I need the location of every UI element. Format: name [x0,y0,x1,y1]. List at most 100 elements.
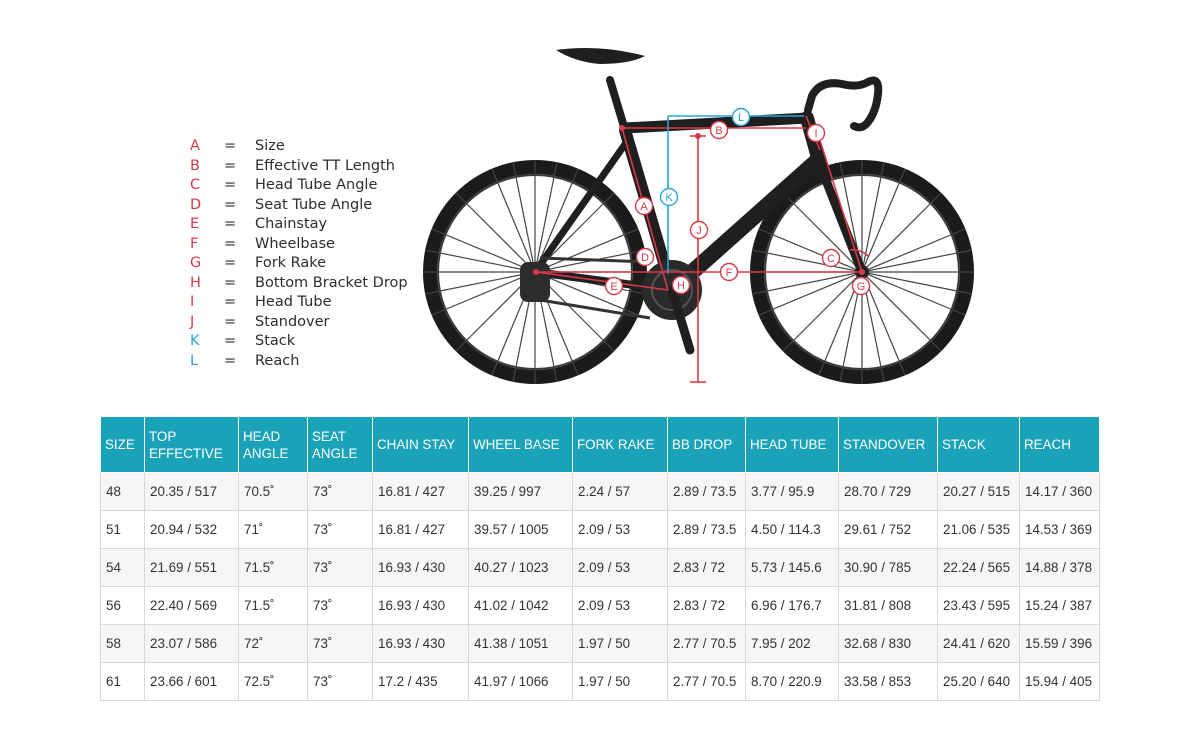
column-header-fork-rake: FORK RAKE [572,416,668,473]
table-cell: 70.5˚ [238,472,308,511]
legend-letter: C [190,177,201,193]
table-cell: 2.89 / 73.5 [667,510,746,549]
bike-geometry-diagram: A B C D E F G H I J K L [422,48,975,385]
table-cell: 25.20 / 640 [937,662,1020,701]
legend-label: Size [255,138,285,154]
table-row: 51 20.94 / 532 71˚ 73˚ 16.81 / 427 39.57 / 10… [100,510,1100,549]
table-cell: 21.06 / 535 [937,510,1020,549]
legend-item-h: H = Bottom Bracket Drop [190,274,408,294]
legend-item-l: L = Reach [190,352,408,372]
table-cell: 2.77 / 70.5 [667,624,746,663]
table-cell: 23.66 / 601 [144,662,239,701]
table-cell: 41.38 / 1051 [468,624,573,663]
table-cell: 16.81 / 427 [372,472,469,511]
table-cell: 39.25 / 997 [468,472,573,511]
legend-equals: = [224,255,237,271]
legend-label: Stack [255,333,296,349]
table-cell: 39.57 / 1005 [468,510,573,549]
table-cell: 23.43 / 595 [937,586,1020,625]
table-cell: 72˚ [238,624,308,663]
legend-equals: = [224,177,237,193]
table-cell: 71.5˚ [238,586,308,625]
column-header-seat-angle: SEAT ANGLE [307,416,373,473]
table-cell: 41.97 / 1066 [468,662,573,701]
marker-k: K [659,187,679,207]
table-cell: 73˚ [307,472,373,511]
column-header-standover: STANDOVER [838,416,938,473]
legend-item-i: I = Head Tube [190,293,408,313]
legend-letter: B [190,157,200,174]
table-cell: 22.40 / 569 [144,586,239,625]
table-cell: 2.09 / 53 [572,586,668,625]
legend-item-k: K = Stack [190,332,408,352]
table-header-row: SIZE TOP EFFECTIVE HEAD ANGLE SEAT ANGLE… [100,416,1100,473]
legend-item-f: F = Wheelbase [190,235,408,255]
legend-equals: = [224,216,237,232]
legend-letter: I [190,294,195,310]
table-cell: 15.59 / 396 [1019,624,1100,663]
table-cell: 71.5˚ [238,548,308,587]
table-row: 48 20.35 / 517 70.5˚ 73˚ 16.81 / 427 39.25 / … [100,472,1100,511]
table-cell: 15.24 / 387 [1019,586,1100,625]
legend-label: Seat Tube Angle [255,196,373,213]
table-cell: 41.02 / 1042 [468,586,573,625]
table-cell: 4.50 / 114.3 [745,510,839,549]
table-cell: 54 [100,548,145,587]
marker-d-label: D [641,252,649,264]
column-header-chain-stay: CHAIN STAY [372,416,469,473]
table-cell: 71˚ [238,510,308,549]
legend-equals: = [224,157,237,174]
table-cell: 16.93 / 430 [372,586,469,625]
marker-a: A [634,196,654,216]
legend-letter: J [190,313,195,330]
marker-j-label: J [696,225,702,237]
table-cell: 22.24 / 565 [937,548,1020,587]
marker-k-label: K [665,192,673,204]
table-cell: 1.97 / 50 [572,662,668,701]
table-cell: 51 [100,510,145,549]
table-cell: 16.81 / 427 [372,510,469,549]
table-cell: 24.41 / 620 [937,624,1020,663]
column-header-stack: STACK [937,416,1020,473]
table-row: 58 23.07 / 586 72˚ 73˚ 16.93 / 430 41.38 / 10… [100,624,1100,663]
marker-h: H [671,275,691,295]
column-header-top-effective: TOP EFFECTIVE [144,416,239,473]
table-row: 61 23.66 / 601 72.5˚ 73˚ 17.2 / 435 41.97 / 1… [100,662,1100,701]
legend-letter: F [190,235,199,252]
legend-item-e: E = Chainstay [190,215,408,235]
table-cell: 3.77 / 95.9 [745,472,839,511]
table-cell: 28.70 / 729 [838,472,938,511]
legend-label: Wheelbase [255,235,335,252]
table-cell: 16.93 / 430 [372,624,469,663]
saddle [556,48,645,64]
marker-b: B [709,120,729,140]
legend-item-g: G = Fork Rake [190,254,408,274]
marker-g-label: G [857,281,866,293]
table-cell: 73˚ [307,662,373,701]
table-cell: 7.95 / 202 [745,624,839,663]
legend-label: Standover [255,313,330,330]
geometry-lines [533,115,869,383]
table-cell: 2.89 / 73.5 [667,472,746,511]
table-cell: 31.81 / 808 [838,586,938,625]
marker-e: E [604,276,624,296]
column-header-head-tube: HEAD TUBE [745,416,839,473]
table-row: 56 22.40 / 569 71.5˚ 73˚ 16.93 / 430 41.02 / … [100,586,1100,625]
marker-g: G [851,276,871,296]
table-cell: 2.09 / 53 [572,548,668,587]
table-cell: 73˚ [307,510,373,549]
table-cell: 2.83 / 72 [667,586,746,625]
legend-label: Head Tube Angle [255,177,378,193]
table-cell: 23.07 / 586 [144,624,239,663]
marker-l-label: L [738,112,744,124]
table-cell: 20.35 / 517 [144,472,239,511]
legend-equals: = [224,235,237,252]
table-cell: 73˚ [307,548,373,587]
table-cell: 40.27 / 1023 [468,548,573,587]
column-header-head-angle: HEAD ANGLE [238,416,308,473]
legend-equals: = [224,274,237,291]
marker-l: L [731,107,751,127]
marker-j: J [689,220,709,240]
legend-label: Head Tube [255,294,332,310]
table-cell: 2.77 / 70.5 [667,662,746,701]
